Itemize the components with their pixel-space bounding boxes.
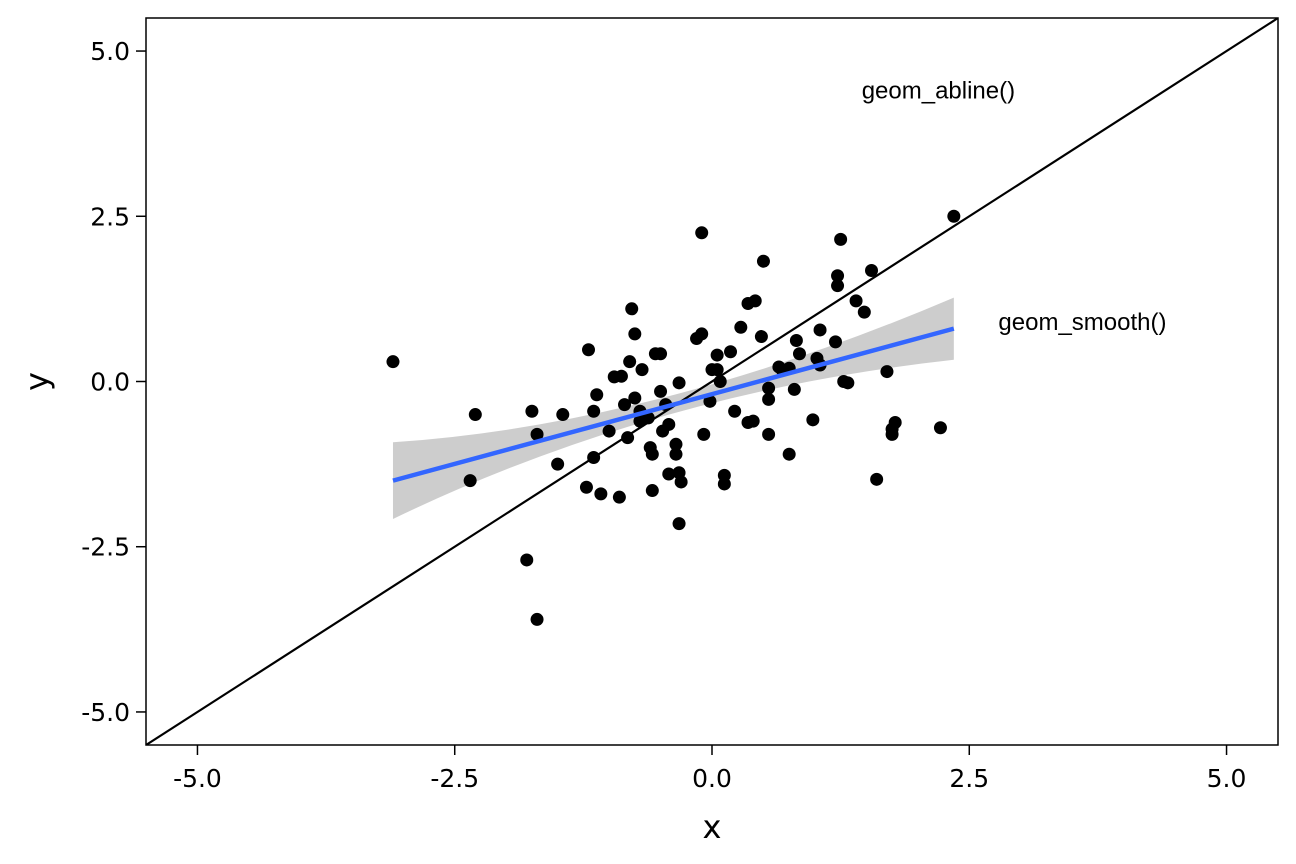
data-point (888, 415, 902, 429)
y-tick-label: 2.5 (90, 202, 130, 231)
y-tick-label: 5.0 (90, 37, 130, 66)
data-point (787, 382, 801, 396)
data-point (612, 490, 626, 504)
data-point (849, 294, 863, 308)
y-axis: -5.0 -2.5 0.0 2.5 5.0 (81, 37, 146, 727)
data-point (669, 447, 683, 461)
data-point (834, 232, 848, 246)
data-point (885, 427, 899, 441)
data-point (587, 404, 601, 418)
data-point (551, 457, 565, 471)
x-tick-label: 2.5 (949, 764, 989, 793)
data-point (710, 348, 724, 362)
data-point (468, 408, 482, 422)
data-point (628, 327, 642, 341)
data-point (590, 388, 604, 402)
data-point (625, 302, 639, 316)
data-point (933, 421, 947, 435)
x-axis-title: x (703, 808, 722, 846)
data-point (623, 355, 637, 369)
x-tick-label: -5.0 (173, 764, 222, 793)
data-point (635, 363, 649, 377)
confidence-band (392, 297, 954, 519)
data-point (792, 347, 806, 361)
y-axis-title: y (18, 372, 56, 391)
data-point (754, 330, 768, 344)
x-tick-label: 0.0 (692, 764, 732, 793)
data-point (674, 475, 688, 489)
data-point (672, 517, 686, 531)
data-point (748, 294, 762, 308)
data-point (831, 279, 845, 293)
data-point (582, 343, 596, 357)
data-point (618, 398, 632, 412)
x-axis: -5.0 -2.5 0.0 2.5 5.0 (173, 745, 1246, 793)
data-point (782, 447, 796, 461)
data-point (762, 381, 776, 395)
data-point (880, 365, 894, 379)
data-point (556, 408, 570, 422)
points-layer (386, 209, 961, 626)
data-point (654, 384, 668, 398)
data-point (710, 363, 724, 377)
data-point (386, 355, 400, 369)
data-point (645, 484, 659, 498)
data-point (857, 305, 871, 319)
data-point (669, 437, 683, 451)
y-tick-label: -5.0 (81, 698, 130, 727)
abline-annotation: geom_abline() (862, 78, 1015, 105)
data-point (762, 427, 776, 441)
data-point (728, 404, 742, 418)
data-point (746, 414, 760, 428)
data-point (697, 427, 711, 441)
data-point (703, 394, 717, 408)
data-point (695, 327, 709, 341)
y-tick-label: -2.5 (81, 533, 130, 562)
data-point (530, 612, 544, 626)
data-point (530, 427, 544, 441)
data-point (870, 472, 884, 486)
data-point (806, 413, 820, 427)
data-point (579, 480, 593, 494)
x-tick-label: -2.5 (430, 764, 479, 793)
data-point (614, 369, 628, 383)
smooth-annotation: geom_smooth() (998, 309, 1166, 336)
data-point (695, 226, 709, 240)
data-point (662, 417, 676, 431)
data-point (525, 404, 539, 418)
data-point (662, 467, 676, 481)
data-point (724, 345, 738, 359)
data-point (672, 376, 686, 390)
data-point (789, 334, 803, 348)
data-point (628, 391, 642, 405)
data-point (520, 553, 534, 567)
data-point (654, 347, 668, 361)
data-point (831, 269, 845, 283)
data-point (828, 335, 842, 349)
data-point (756, 254, 770, 268)
abline (146, 18, 1278, 745)
data-point (717, 477, 731, 491)
data-point (841, 376, 855, 390)
data-point (813, 323, 827, 337)
data-point (463, 474, 477, 488)
plot-panel (146, 18, 1278, 745)
data-point (947, 209, 961, 223)
data-point (762, 392, 776, 406)
data-point (734, 320, 748, 334)
data-point (865, 263, 879, 277)
data-point (594, 487, 608, 501)
x-tick-label: 5.0 (1207, 764, 1247, 793)
smooth-line (392, 326, 955, 483)
y-tick-label: 0.0 (90, 368, 130, 397)
data-point (645, 447, 659, 461)
data-point (602, 424, 616, 438)
